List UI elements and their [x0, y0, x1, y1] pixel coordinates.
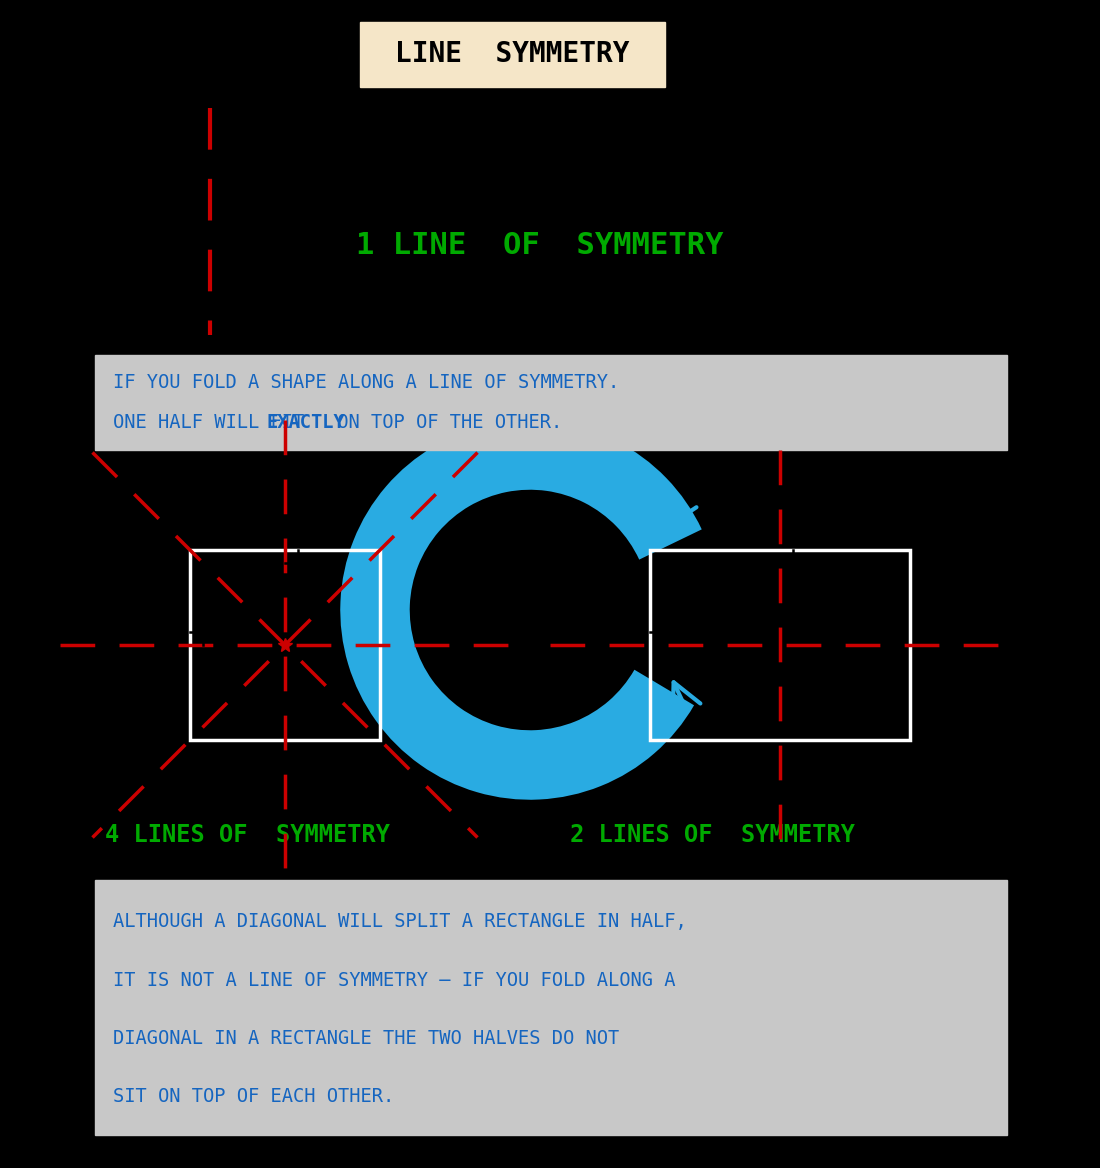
- Bar: [650, 550, 910, 741]
- Text: 4 LINES OF  SYMMETRY: 4 LINES OF SYMMETRY: [104, 823, 390, 847]
- Text: SIT ON TOP OF EACH OTHER.: SIT ON TOP OF EACH OTHER.: [113, 1086, 394, 1105]
- Text: IF YOU FOLD A SHAPE ALONG A LINE OF SYMMETRY.: IF YOU FOLD A SHAPE ALONG A LINE OF SYMM…: [113, 374, 619, 392]
- Text: ALTHOUGH A DIAGONAL WILL SPLIT A RECTANGLE IN HALF,: ALTHOUGH A DIAGONAL WILL SPLIT A RECTANG…: [113, 912, 686, 932]
- FancyBboxPatch shape: [95, 355, 1007, 450]
- Text: DIAGONAL IN A RECTANGLE THE TWO HALVES DO NOT: DIAGONAL IN A RECTANGLE THE TWO HALVES D…: [113, 1029, 619, 1048]
- Text: IT IS NOT A LINE OF SYMMETRY – IF YOU FOLD ALONG A: IT IS NOT A LINE OF SYMMETRY – IF YOU FO…: [113, 971, 675, 989]
- Text: 1 LINE  OF  SYMMETRY: 1 LINE OF SYMMETRY: [356, 230, 724, 259]
- Text: LINE  SYMMETRY: LINE SYMMETRY: [395, 41, 629, 69]
- Bar: [190, 550, 380, 741]
- Text: ONE HALF WILL FIT: ONE HALF WILL FIT: [113, 413, 316, 432]
- Text: ON TOP OF THE OTHER.: ON TOP OF THE OTHER.: [326, 413, 562, 432]
- Text: 2 LINES OF  SYMMETRY: 2 LINES OF SYMMETRY: [570, 823, 855, 847]
- Text: EXACTLY: EXACTLY: [266, 413, 344, 432]
- FancyBboxPatch shape: [360, 22, 666, 86]
- FancyBboxPatch shape: [95, 880, 1007, 1135]
